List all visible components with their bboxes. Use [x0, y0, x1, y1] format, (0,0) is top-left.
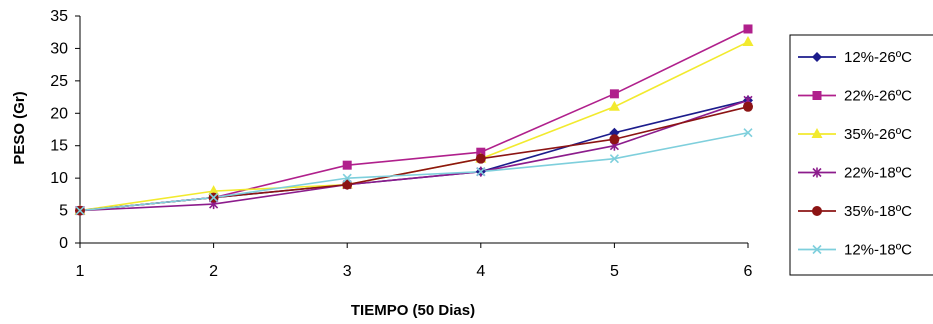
y-tick-label: 30 — [50, 40, 68, 57]
data-point — [342, 179, 353, 190]
data-point — [342, 160, 352, 170]
legend: 12%-26ºC 22%-26ºC 35%-26ºC 22%-18ºC 35%-18ºC… — [789, 34, 933, 276]
data-point — [743, 24, 753, 34]
y-tick-label: 0 — [59, 235, 68, 252]
legend-item: 12%-18ºC — [798, 242, 912, 259]
marker-stroke — [743, 128, 753, 138]
series-markers-1 — [75, 95, 753, 216]
legend-label: 22%-26ºC — [844, 88, 912, 105]
data-point — [609, 154, 619, 164]
legend-label: 35%-18ºC — [844, 203, 912, 220]
y-tick-label: 35 — [50, 8, 68, 25]
y-axis-title: PESO (Gr) — [11, 91, 28, 164]
data-point — [609, 134, 620, 145]
legend-marker — [812, 167, 822, 178]
marker-stroke — [812, 244, 822, 255]
legend-label: 35%-26ºC — [844, 126, 912, 143]
x-tick-label: 5 — [610, 263, 619, 280]
y-tick-label: 15 — [50, 138, 68, 155]
data-point — [743, 128, 753, 138]
marker-stroke — [342, 173, 352, 183]
marker-stroke — [476, 167, 486, 177]
series-line-2 — [79, 28, 749, 212]
data-point — [476, 167, 486, 177]
series-markers-6 — [75, 128, 753, 216]
legend-marker — [812, 244, 822, 255]
marker-stroke — [75, 206, 85, 216]
legend-label: 12%-26ºC — [844, 49, 912, 66]
data-point — [342, 173, 352, 183]
legend-marker — [812, 52, 822, 62]
legend-item: 35%-18ºC — [798, 203, 912, 220]
y-tick-label: 25 — [50, 73, 68, 90]
x-tick-label: 2 — [209, 263, 218, 280]
series-markers-2 — [75, 24, 753, 216]
series-lines — [79, 28, 749, 212]
data-point — [608, 100, 620, 111]
legend-marker — [811, 128, 823, 138]
x-tick-label: 4 — [476, 263, 485, 280]
y-tick-label: 20 — [50, 105, 68, 122]
data-point — [742, 35, 754, 46]
data-point — [609, 89, 619, 99]
legend-label: 12%-18ºC — [844, 242, 912, 259]
x-tick-label: 6 — [744, 263, 753, 280]
series-markers-3 — [74, 35, 754, 215]
legend-item: 22%-18ºC — [798, 165, 912, 182]
data-point — [476, 147, 486, 157]
data-point — [75, 206, 85, 216]
series-line-6 — [79, 131, 749, 212]
marker-stroke — [209, 193, 219, 203]
legend-marker — [812, 91, 822, 100]
x-tick-label: 1 — [76, 263, 85, 280]
legend-item: 22%-26ºC — [798, 88, 912, 105]
marker-stroke — [609, 154, 619, 164]
legend-marker — [812, 206, 822, 216]
series-markers-4 — [75, 95, 753, 216]
y-tick-label: 10 — [50, 170, 68, 187]
series-markers — [74, 24, 754, 216]
series-line-1 — [79, 99, 749, 212]
legend-label: 22%-18ºC — [844, 165, 912, 182]
series-line-4 — [79, 99, 749, 212]
x-axis-title: TIEMPO (50 Dias) — [351, 302, 475, 319]
x-tick-label: 3 — [343, 263, 352, 280]
series-line-3 — [79, 41, 749, 212]
data-point — [208, 185, 220, 196]
legend-item: 12%-26ºC — [798, 49, 912, 66]
data-point — [475, 153, 486, 164]
plot-area: 0 5 10 15 20 25 30 35 1 2 3 4 5 6 — [50, 8, 752, 280]
data-point — [209, 193, 219, 203]
legend-item: 35%-26ºC — [798, 126, 912, 143]
y-tick-label: 5 — [59, 203, 68, 220]
legend-box — [789, 34, 933, 276]
data-point — [743, 101, 753, 112]
